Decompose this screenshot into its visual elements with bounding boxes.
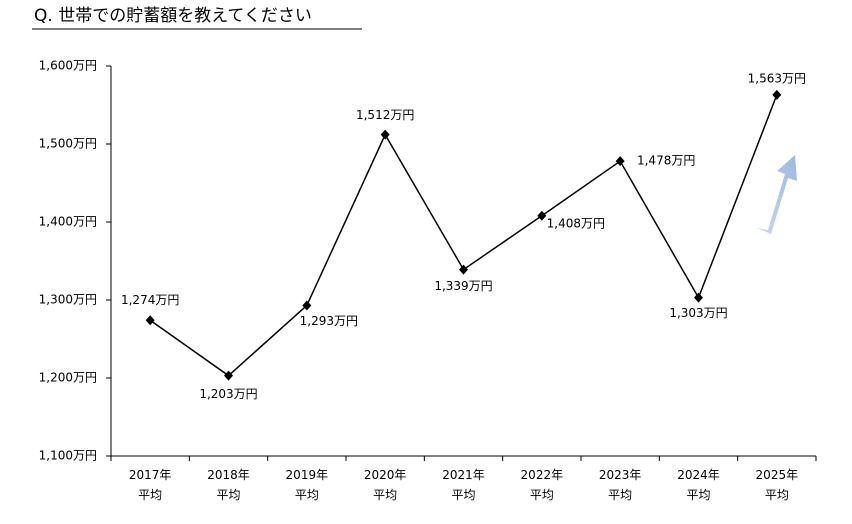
y-tick-label: 1,100万円 <box>39 449 97 463</box>
data-label: 1,478万円 <box>637 154 695 168</box>
x-tick-label-line: 平均 <box>295 488 319 502</box>
x-tick-label-line: 平均 <box>216 488 240 502</box>
x-tick-label: 2024年平均 <box>677 468 720 502</box>
data-label: 1,293万円 <box>300 314 358 328</box>
marker <box>380 129 390 140</box>
x-tick-label-line: 平均 <box>373 488 397 502</box>
x-tick-label-line: 平均 <box>686 488 710 502</box>
x-tick-label-line: 2018年 <box>207 468 250 482</box>
x-tick-label-line: 平均 <box>451 488 475 502</box>
x-tick-label-line: 平均 <box>608 488 632 502</box>
x-tick-label: 2025年平均 <box>756 468 799 502</box>
marker <box>302 300 312 311</box>
x-tick-label-line: 平均 <box>765 488 789 502</box>
y-tick-label: 1,300万円 <box>39 293 97 307</box>
data-label: 1,274万円 <box>121 293 179 307</box>
x-tick-label-line: 2020年 <box>364 468 407 482</box>
x-tick-label: 2020年平均 <box>364 468 407 502</box>
x-tick-label-line: 平均 <box>138 488 162 502</box>
x-tick-label-line: 平均 <box>530 488 554 502</box>
chart-title: Q. 世帯での貯蓄額を教えてください <box>34 6 312 26</box>
marker <box>537 210 547 221</box>
marker <box>772 89 782 100</box>
y-tick-label: 1,400万円 <box>39 215 97 229</box>
trend-arrow <box>757 155 797 234</box>
y-tick-label: 1,600万円 <box>39 59 97 73</box>
marker <box>615 156 625 167</box>
x-tick-label-line: 2017年 <box>129 468 172 482</box>
marker <box>694 292 703 303</box>
x-tick-label: 2021年平均 <box>442 468 485 502</box>
x-tick-label-line: 2021年 <box>442 468 485 482</box>
marker <box>145 315 155 326</box>
x-tick-label-line: 2019年 <box>286 468 329 482</box>
x-tick-label: 2019年平均 <box>286 468 329 502</box>
y-tick-label: 1,500万円 <box>39 137 97 151</box>
marker <box>459 264 468 275</box>
data-label: 1,339万円 <box>434 279 492 293</box>
x-tick-label: 2018年平均 <box>207 468 250 502</box>
x-tick-label-line: 2025年 <box>756 468 799 482</box>
x-tick-label-line: 2023年 <box>599 468 642 482</box>
x-tick-label-line: 2024年 <box>677 468 720 482</box>
x-tick-label: 2017年平均 <box>129 468 172 502</box>
y-tick-label: 1,200万円 <box>39 371 97 385</box>
marker <box>224 370 233 381</box>
data-label: 1,512万円 <box>356 108 414 122</box>
data-label: 1,303万円 <box>669 306 727 320</box>
data-label: 1,203万円 <box>199 387 257 401</box>
x-tick-label: 2022年平均 <box>521 468 564 502</box>
x-tick-label: 2023年平均 <box>599 468 642 502</box>
x-tick-label-line: 2022年 <box>521 468 564 482</box>
data-label: 1,563万円 <box>748 71 806 85</box>
series-line <box>149 94 778 377</box>
data-label: 1,408万円 <box>547 216 605 230</box>
